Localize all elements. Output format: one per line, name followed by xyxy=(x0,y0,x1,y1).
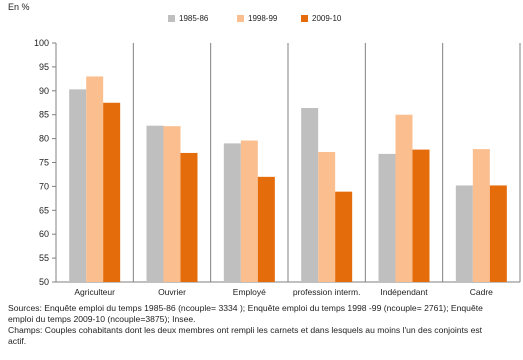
legend-swatch xyxy=(301,15,308,22)
y-tick-label: 85 xyxy=(39,110,49,120)
x-tick-label: Ouvrier xyxy=(158,287,186,297)
y-tick-label: 70 xyxy=(39,181,49,191)
bar-1985-86 xyxy=(69,89,87,282)
y-tick-label: 100 xyxy=(34,38,49,48)
bar-2009-10 xyxy=(489,185,507,282)
y-tick-label: 75 xyxy=(39,158,49,168)
legend-swatch xyxy=(168,15,175,22)
legend-item: 1985-86 xyxy=(168,14,208,23)
bar-1998-99 xyxy=(240,140,258,282)
champs-line-1: Champs: Couples cohabitants dont les deu… xyxy=(8,325,483,335)
x-tick-label: Employé xyxy=(233,287,266,297)
legend-swatch xyxy=(237,15,244,22)
legend: 1985-86 1998-99 2009-10 xyxy=(0,14,523,28)
bar-1985-86 xyxy=(146,125,164,282)
bar-1985-86 xyxy=(301,108,319,283)
x-tick-label: profession interm. xyxy=(293,287,361,297)
y-tick-label: 90 xyxy=(39,86,49,96)
champs-line-2: actif. xyxy=(8,336,27,346)
bar-1985-86 xyxy=(223,143,241,282)
x-tick-label: Cadre xyxy=(470,287,493,297)
y-tick-label: 55 xyxy=(39,253,49,263)
legend-label: 2009-10 xyxy=(312,14,342,23)
unit-label: En % xyxy=(8,2,30,12)
bar-1998-99 xyxy=(318,151,336,282)
y-tick-label: 95 xyxy=(39,62,49,72)
bar-1998-99 xyxy=(472,149,490,282)
bar-2009-10 xyxy=(257,176,275,282)
legend-label: 1985-86 xyxy=(179,14,209,23)
y-tick-label: 65 xyxy=(39,205,49,215)
sources-line-1: Sources: Enquête emploi du temps 1985-86… xyxy=(8,303,483,313)
sources-note: Sources: Enquête emploi du temps 1985-86… xyxy=(8,303,520,347)
x-tick-label: Agriculteur xyxy=(74,287,115,297)
bar-1998-99 xyxy=(86,76,104,283)
legend-item: 2009-10 xyxy=(301,14,341,23)
y-tick-label: 80 xyxy=(39,134,49,144)
sources-line-2: emploi du temps 2009-10 (ncouple=3875); … xyxy=(8,314,196,324)
bar-1998-99 xyxy=(395,114,413,282)
y-tick-label: 50 xyxy=(39,277,49,287)
bar-1998-99 xyxy=(163,126,181,282)
bar-2009-10 xyxy=(103,102,121,282)
bar-1985-86 xyxy=(378,153,396,282)
bar-chart: 50 55 60 65 70 75 80 85 90 95 100 Agriculteur Ouvrie… xyxy=(34,38,521,297)
bar-2009-10 xyxy=(335,191,353,282)
bar-2009-10 xyxy=(412,149,430,282)
bar-1985-86 xyxy=(455,185,473,282)
legend-label: 1998-99 xyxy=(248,14,278,23)
x-tick-label: Indépendant xyxy=(380,287,428,297)
bar-2009-10 xyxy=(180,152,198,282)
y-tick-label: 60 xyxy=(39,229,49,239)
legend-item: 1998-99 xyxy=(237,14,277,23)
